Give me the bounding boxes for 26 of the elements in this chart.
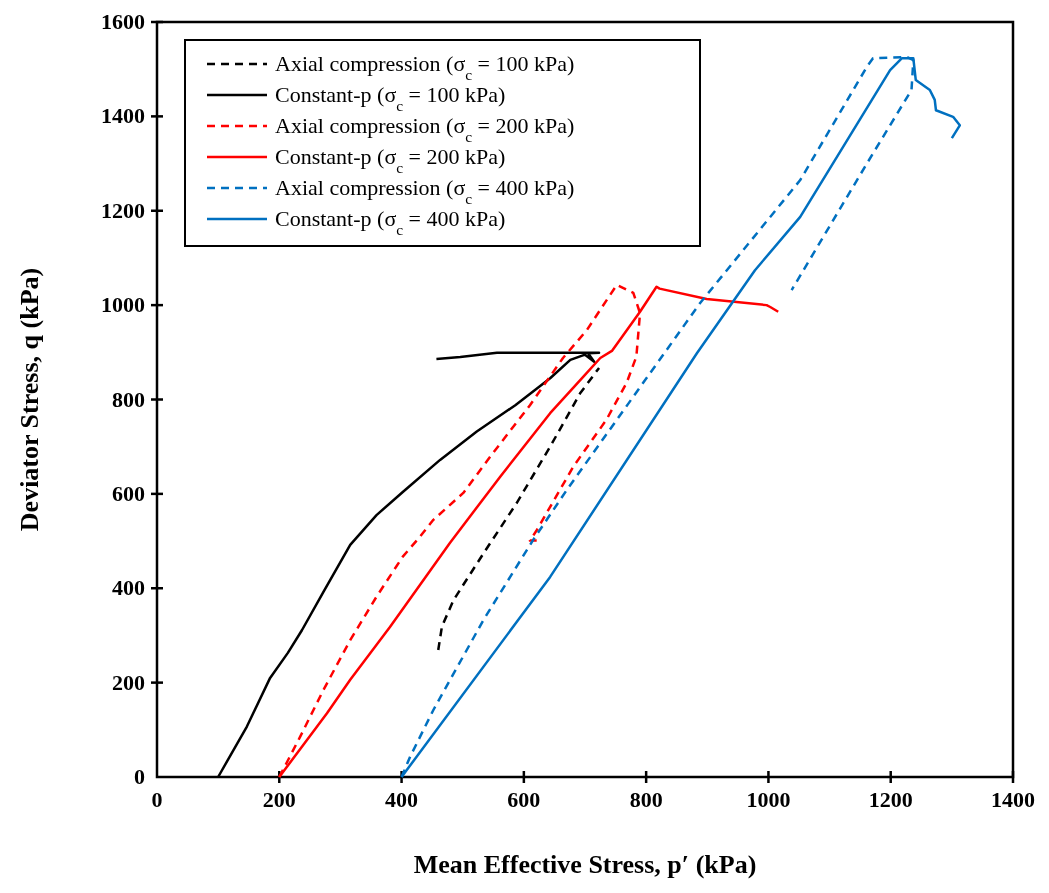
y-tick-label: 400: [112, 575, 145, 601]
x-tick-label: 1200: [868, 787, 913, 812]
x-tick-label: 1000: [746, 787, 791, 812]
legend-label: Axial compression (σ$_{c}$ = 200 kPa): [275, 113, 575, 145]
line-series: [437, 366, 601, 652]
legend-label: Constant-p (σ$_{c}$ = 200 kPa): [275, 144, 506, 176]
y-tick-label: 600: [112, 480, 145, 506]
y-tick-label: 1200: [101, 197, 145, 223]
legend-label: Constant-p (σ$_{c}$ = 400 kPa): [275, 206, 506, 238]
y-tick-label: 200: [112, 669, 145, 695]
legend-label: Axial compression (σ$_{c}$ = 100 kPa): [275, 51, 575, 83]
y-tick-label: 800: [112, 386, 145, 412]
x-tick-label: 1400: [991, 787, 1035, 812]
y-axis-title: Deviator Stress, q (kPa): [15, 267, 44, 532]
x-tick-label: 400: [385, 787, 419, 812]
y-tick-label: 0: [134, 764, 145, 789]
x-tick-label: 0: [151, 787, 163, 812]
x-tick-label: 800: [629, 787, 663, 812]
legend-label: Axial compression (σ$_{c}$ = 400 kPa): [275, 175, 575, 207]
x-tick-label: 600: [507, 787, 541, 812]
x-tick-label: 200: [262, 787, 296, 812]
y-tick-label: 1600: [101, 9, 145, 34]
y-tick-label: 1400: [101, 103, 145, 129]
x-axis-title: Mean Effective Stress, p′ (kPa): [413, 850, 757, 879]
legend-label: Constant-p (σ$_{c}$ = 100 kPa): [275, 82, 506, 114]
y-tick-label: 1000: [101, 292, 145, 318]
